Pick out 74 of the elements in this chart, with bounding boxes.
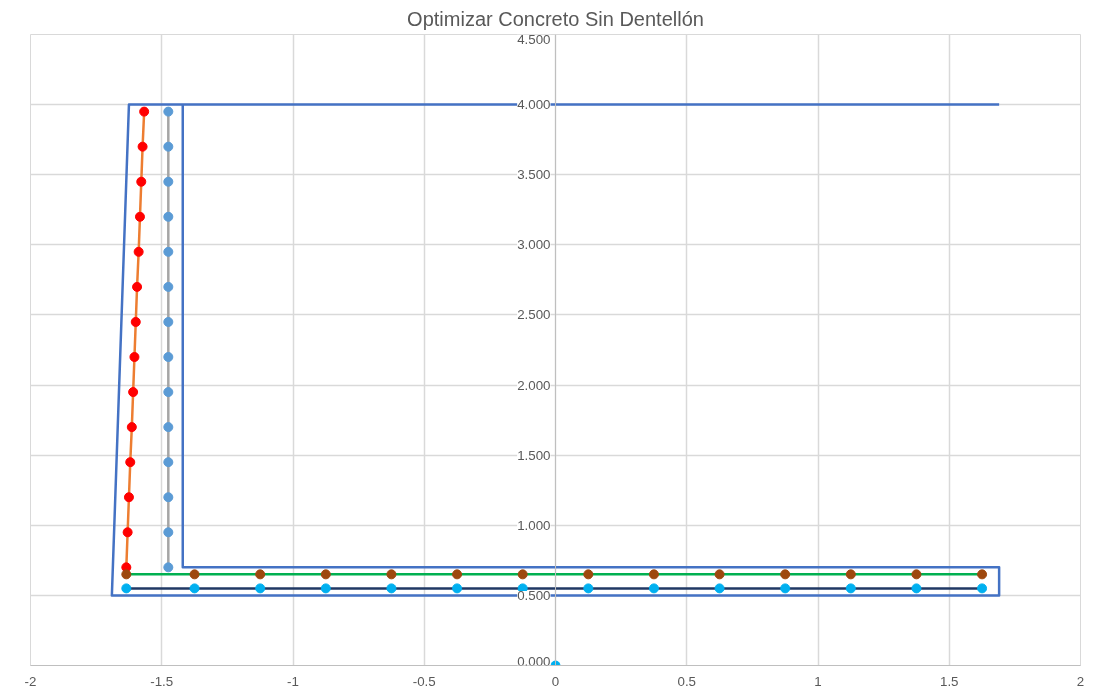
point (189, 569, 200, 580)
point (255, 583, 266, 594)
point (163, 246, 174, 257)
point (189, 583, 200, 594)
point (386, 569, 397, 580)
point (163, 141, 174, 152)
point (714, 583, 725, 594)
y-tick-label: 4.000 (517, 97, 551, 113)
point (163, 211, 174, 222)
y-tick-label: 3.000 (517, 237, 551, 253)
point (163, 281, 174, 292)
x-tick-label: 1 (814, 673, 822, 689)
point (163, 352, 174, 362)
point (452, 569, 463, 580)
y-tick-label: 2.000 (517, 377, 551, 393)
point (163, 106, 174, 117)
y-tick-label: 1.500 (517, 447, 551, 463)
point (255, 569, 266, 580)
point (163, 387, 174, 398)
x-tick-label: 1.5 (939, 673, 959, 689)
point (121, 569, 132, 580)
x-tick-label: -2 (24, 673, 37, 689)
point (452, 583, 463, 594)
point (128, 387, 139, 398)
point (163, 422, 174, 433)
point (780, 569, 791, 580)
y-tick-label: 1.000 (517, 517, 551, 533)
point (648, 583, 659, 594)
x-tick-label: 0.5 (677, 673, 697, 689)
point (386, 583, 397, 594)
point (123, 492, 134, 503)
x-tick-label: -0.5 (412, 673, 436, 689)
point (136, 176, 147, 187)
point (125, 457, 136, 468)
y-tick-label: 3.500 (517, 167, 551, 183)
x-tick-label: -1 (287, 673, 299, 689)
point (163, 176, 174, 187)
point (911, 583, 922, 594)
point (845, 569, 856, 580)
y-tick-label: 4.500 (517, 31, 551, 47)
point (132, 281, 143, 292)
point (583, 569, 594, 580)
x-tick-label: 2 (1076, 673, 1085, 689)
x-tick-label: -1.5 (150, 673, 174, 689)
point (163, 492, 174, 503)
point (977, 569, 988, 580)
point (130, 316, 141, 327)
point (134, 211, 145, 222)
point (320, 583, 331, 594)
point (129, 352, 140, 362)
point (977, 583, 988, 594)
y-tick-label: 0.500 (517, 587, 551, 603)
y-tick-label: 0.000 (517, 653, 551, 669)
point (163, 562, 174, 573)
point (121, 583, 132, 594)
point (122, 527, 133, 538)
point (911, 569, 922, 580)
y-tick-label: 2.500 (517, 307, 551, 323)
point (163, 316, 174, 327)
point (139, 106, 150, 117)
point (583, 583, 594, 594)
x-tick-label: 0 (551, 673, 560, 689)
point (780, 583, 791, 594)
point (845, 583, 856, 594)
point (714, 569, 725, 580)
point (320, 569, 331, 580)
chart-title: Optimizar Concreto Sin Dentellón (407, 7, 704, 30)
point (137, 141, 148, 152)
point (163, 527, 174, 538)
point (163, 457, 174, 468)
point (648, 569, 659, 580)
point (133, 246, 144, 257)
point (517, 569, 528, 580)
point (126, 422, 137, 433)
